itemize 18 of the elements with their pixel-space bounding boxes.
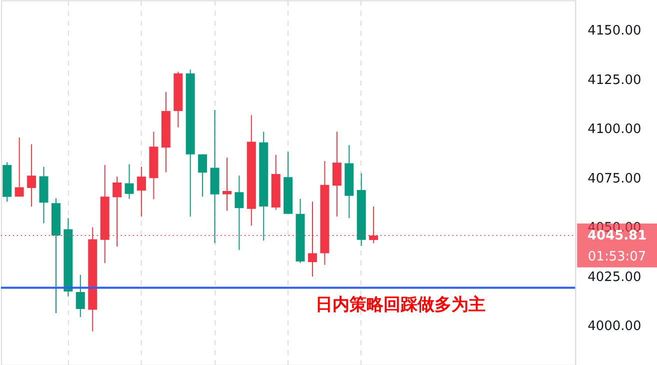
y-tick-label: 4125.00	[588, 72, 642, 88]
y-tick-label: 4025.00	[588, 270, 642, 285]
y-tick-label: 4075.00	[588, 171, 642, 186]
candlestick	[27, 144, 36, 208]
y-tick-label: 4150.00	[588, 24, 642, 39]
candlestick	[222, 157, 232, 212]
ref-line-label: 4045.81	[588, 228, 647, 244]
candlestick	[14, 136, 24, 198]
text: 01:53:07	[588, 249, 646, 264]
candlestick	[198, 154, 208, 198]
candlestick	[332, 131, 342, 218]
y-tick-label: 4000.00	[588, 319, 642, 334]
candlestick	[136, 166, 146, 218]
candlestick	[124, 164, 134, 200]
candlestick	[234, 175, 244, 250]
y-tick-label: 4100.00	[588, 122, 642, 138]
candlestick	[76, 274, 85, 318]
annotation: 日内策略回踩做多为主	[316, 294, 486, 315]
